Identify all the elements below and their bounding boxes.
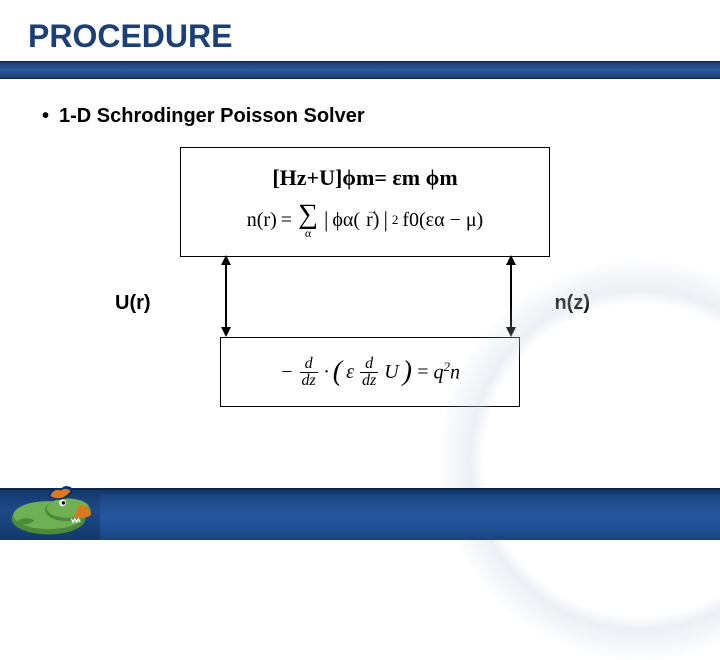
schrodinger-box: [Hz+U]ϕm= εm ϕm n(r) = ∑ α | ϕα(→r) | 2 f… xyxy=(180,147,550,257)
dot: · xyxy=(324,361,329,384)
wavefn: ϕα(→r) xyxy=(332,209,379,232)
label-density: n(z) xyxy=(554,292,590,315)
arrow-left xyxy=(225,257,227,335)
minus: − xyxy=(280,361,294,384)
paren-open: ( xyxy=(333,356,342,388)
slide: PROCEDURE • 1-D Schrodinger Poisson Solve… xyxy=(0,0,720,540)
frac2: d dz xyxy=(360,356,378,389)
label-potential: U(r) xyxy=(115,292,151,315)
bullet-text: 1-D Schrodinger Poisson Solver xyxy=(59,105,365,127)
bullet-marker: • xyxy=(42,103,49,129)
eps: ε xyxy=(346,361,354,384)
poisson-box: − d dz · ( ε d dz U ) = q2n xyxy=(220,337,520,407)
paren-close: ) xyxy=(403,356,412,388)
title-underline xyxy=(0,61,720,79)
abs-close: | xyxy=(383,207,387,233)
eq: = xyxy=(416,361,430,384)
bullet-item: • 1-D Schrodinger Poisson Solver xyxy=(0,79,720,129)
footer-inset xyxy=(100,494,720,540)
density-equation: n(r) = ∑ α | ϕα(→r) | 2 f0(εα − μ) xyxy=(247,201,483,239)
eigen-equation: [Hz+U]ϕm= εm ϕm xyxy=(272,165,457,191)
rhs: q2n xyxy=(433,359,460,385)
eq-lhs: n(r) xyxy=(247,209,277,232)
U: U xyxy=(384,361,398,384)
exp: 2 xyxy=(392,212,399,228)
sum-symbol: ∑ α xyxy=(298,201,318,239)
page-title: PROCEDURE xyxy=(0,0,720,61)
footer-bar xyxy=(0,488,720,540)
fermi-fn: f0(εα − μ) xyxy=(402,209,483,232)
poisson-equation: − d dz · ( ε d dz U ) = q2n xyxy=(280,356,460,389)
frac1: d dz xyxy=(300,356,318,389)
diagram: [Hz+U]ϕm= εm ϕm n(r) = ∑ α | ϕα(→r) | 2 f… xyxy=(115,147,585,427)
abs-open: | xyxy=(324,207,328,233)
eq-equals: = xyxy=(281,209,292,232)
gator-logo xyxy=(8,480,96,538)
arrow-right xyxy=(510,257,512,335)
